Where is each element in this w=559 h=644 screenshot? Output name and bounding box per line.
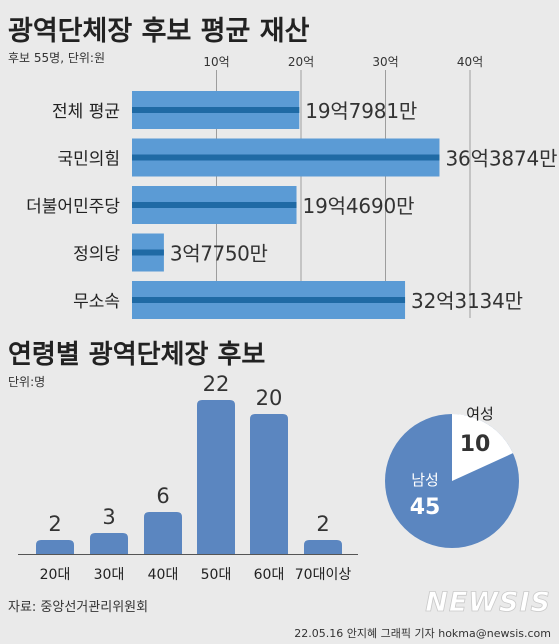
source-note: 자료: 중앙선거관리위원회 <box>8 600 148 615</box>
x-tick-label: 30억 <box>372 55 398 69</box>
age-category-label: 70대이상 <box>295 567 352 583</box>
age-category-label: 30대 <box>94 567 125 583</box>
category-label: 더불어민주당 <box>26 197 120 217</box>
asset-chart-title: 광역단체장 후보 평균 재산 <box>8 16 310 47</box>
age-value-label: 2 <box>48 512 61 536</box>
age-category-label: 50대 <box>201 567 232 583</box>
age-value-label: 3 <box>102 505 115 529</box>
asset-bar-stripe <box>132 249 164 256</box>
asset-bar-stripe <box>132 202 297 208</box>
male-label: 남성 <box>411 471 439 489</box>
age-value-label: 22 <box>203 372 230 396</box>
category-label: 무소속 <box>73 292 120 312</box>
age-chart-bars: 2 20대 3 30대 6 40대 22 50대 20 60대 2 70대이상 <box>18 372 358 583</box>
newsis-logo: NEWSIS <box>425 587 551 618</box>
value-label: 32억3134만 <box>411 289 523 313</box>
age-value-label: 20 <box>256 386 283 410</box>
age-bar <box>304 540 342 554</box>
age-category-label: 40대 <box>148 567 179 583</box>
male-value: 45 <box>410 495 441 520</box>
gender-pie: 여성 10 남성 45 <box>385 405 519 548</box>
value-label: 3억7750만 <box>170 242 268 266</box>
value-label: 36억3874만 <box>445 147 557 171</box>
asset-bar-stripe <box>132 154 440 161</box>
value-label: 19억7981만 <box>305 99 417 123</box>
age-bar <box>36 540 74 554</box>
category-label: 국민의힘 <box>57 150 120 170</box>
value-label: 19억4690만 <box>303 194 415 218</box>
credit-line: 22.05.16 안지혜 그래픽 기자 hokma@newsis.com <box>294 627 551 640</box>
age-chart-subtitle: 단위:명 <box>8 375 45 389</box>
category-label: 전체 평균 <box>52 102 120 122</box>
asset-bar-stripe <box>132 107 300 113</box>
female-value: 10 <box>460 432 491 457</box>
pie-slice-female <box>452 413 513 481</box>
age-chart-title: 연령별 광역단체장 후보 <box>8 340 265 370</box>
asset-chart-subtitle: 후보 55명, 단위:원 <box>8 51 105 65</box>
age-bar <box>197 400 235 554</box>
asset-chart-grid: 10억 20억 30억 40억 <box>203 55 483 318</box>
asset-bar-stripe <box>132 297 406 303</box>
category-label: 정의당 <box>73 245 120 265</box>
age-bar <box>144 512 182 554</box>
female-label: 여성 <box>466 405 494 423</box>
x-tick-label: 20억 <box>288 55 314 69</box>
age-value-label: 2 <box>316 512 329 536</box>
age-bar <box>90 533 128 554</box>
x-tick-label: 10억 <box>203 55 229 69</box>
age-category-label: 60대 <box>254 567 285 583</box>
age-category-label: 20대 <box>40 567 71 583</box>
x-tick-label: 40억 <box>457 55 483 69</box>
age-value-label: 6 <box>156 484 169 508</box>
age-bar <box>250 414 288 554</box>
